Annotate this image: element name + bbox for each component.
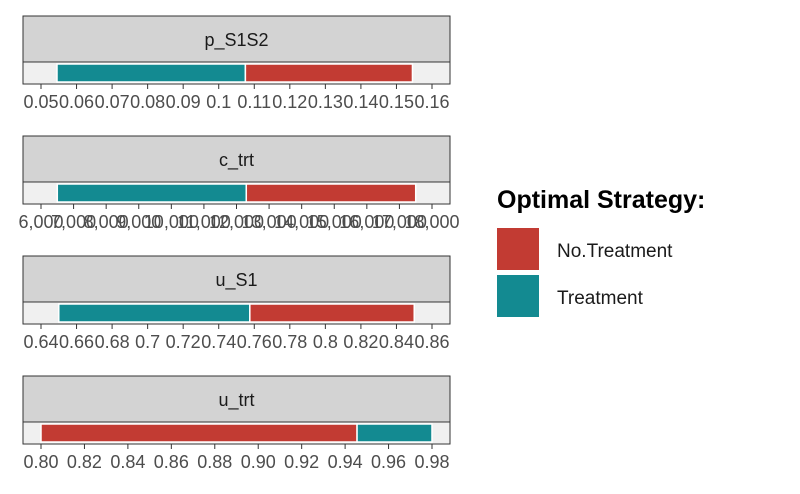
panel-u-trt: u_trt 0.80 0.82 0.84 0.86 0.88 0.90 0.92 0.94 0.9… — [22, 375, 451, 472]
x-tick-label: 10,000 — [144, 212, 199, 232]
panel-border — [22, 421, 451, 445]
x-tick-label: 0.76 — [237, 332, 272, 352]
x-tick-label: 6,000 — [18, 212, 63, 232]
x-tick-label: 0.11 — [237, 92, 271, 112]
x-tick-label: 15,000 — [307, 212, 362, 232]
bar-segment-treatment — [356, 423, 433, 443]
x-tick-label: 9,000 — [116, 212, 161, 232]
legend-swatch-treatment — [497, 275, 539, 317]
x-tick-label: 0.84 — [110, 452, 145, 472]
x-tick-label: 0.80 — [23, 452, 58, 472]
x-tick-label: 18,000 — [404, 212, 459, 232]
x-tick-label: 0.16 — [414, 92, 449, 112]
panel-u-s1: u_S10.64 0.66 0.68 0.7 0.72 0.74 0.76 0.78 0.8 0.… — [22, 255, 451, 352]
bar-segment-no-treatment — [244, 63, 414, 83]
bar-segment-no-treatment — [245, 183, 417, 203]
x-tick-label: 0.08 — [130, 92, 165, 112]
facet-strip-label: u_S1 — [215, 270, 257, 291]
x-tick-label: 0.90 — [241, 452, 276, 472]
x-tick-label: 0.86 — [154, 452, 189, 472]
legend-title: Optimal Strategy: — [497, 186, 705, 214]
panel-border — [22, 301, 451, 325]
bar-segment-treatment — [56, 63, 247, 83]
x-tick-label: 0.15 — [379, 92, 414, 112]
panel-border — [22, 61, 451, 85]
x-tick-label: 0.1 — [206, 92, 231, 112]
x-tick-label: 0.94 — [328, 452, 363, 472]
x-tick-label: 16,000 — [339, 212, 394, 232]
legend-label-no-treatment: No.Treatment — [557, 241, 673, 262]
x-tick-label: 0.7 — [135, 332, 160, 352]
legend-swatch-no-treatment — [497, 228, 539, 270]
x-tick-label: 0.84 — [379, 332, 414, 352]
x-tick-label: 0.07 — [95, 92, 130, 112]
bar-segment-no-treatment — [40, 423, 358, 443]
x-tick-label: 0.78 — [272, 332, 307, 352]
bar-segment-no-treatment — [249, 303, 415, 323]
x-tick-label: 0.82 — [343, 332, 378, 352]
x-tick-label: 0.64 — [23, 332, 58, 352]
x-tick-label: 17,000 — [372, 212, 427, 232]
x-tick-label: 0.96 — [371, 452, 406, 472]
x-tick-label: 7,000 — [51, 212, 96, 232]
x-tick-label: 0.86 — [414, 332, 449, 352]
bar-segment-treatment — [56, 183, 248, 203]
legend: Optimal Strategy: No.Treatment Treatment — [497, 186, 705, 317]
x-tick-label: 0.8 — [313, 332, 338, 352]
facet-strip-label: u_trt — [218, 390, 254, 411]
x-tick-label: 13,000 — [242, 212, 297, 232]
x-tick-label: 0.06 — [59, 92, 94, 112]
x-tick-label: 0.72 — [166, 332, 201, 352]
x-tick-label: 14,000 — [274, 212, 329, 232]
bar-segment-treatment — [58, 303, 251, 323]
facet-strip-label: p_S1S2 — [204, 30, 268, 51]
x-tick-label: 11,000 — [177, 212, 231, 232]
x-tick-label: 8,000 — [84, 212, 129, 232]
x-tick-label: 0.05 — [23, 92, 58, 112]
x-tick-label: 0.66 — [59, 332, 94, 352]
facet-strip — [22, 15, 451, 63]
facet-strip — [22, 375, 451, 423]
facet-strip — [22, 135, 451, 183]
x-tick-label: 0.82 — [67, 452, 102, 472]
x-tick-label: 0.14 — [343, 92, 378, 112]
x-tick-label: 0.09 — [166, 92, 201, 112]
x-tick-label: 0.12 — [272, 92, 307, 112]
facet-strip-label: c_trt — [219, 150, 254, 171]
x-tick-label: 0.13 — [308, 92, 343, 112]
x-tick-label: 0.68 — [95, 332, 130, 352]
panel-c-trt: c_trt 6,0007,0008,0009,00010,00011,00012,… — [18, 135, 460, 232]
x-tick-label: 12,000 — [209, 212, 264, 232]
x-tick-label: 0.88 — [197, 452, 232, 472]
x-tick-label: 0.98 — [414, 452, 449, 472]
x-tick-label: 0.74 — [201, 332, 236, 352]
x-tick-label: 0.92 — [284, 452, 319, 472]
legend-label-treatment: Treatment — [557, 288, 644, 309]
facet-strip — [22, 255, 451, 303]
